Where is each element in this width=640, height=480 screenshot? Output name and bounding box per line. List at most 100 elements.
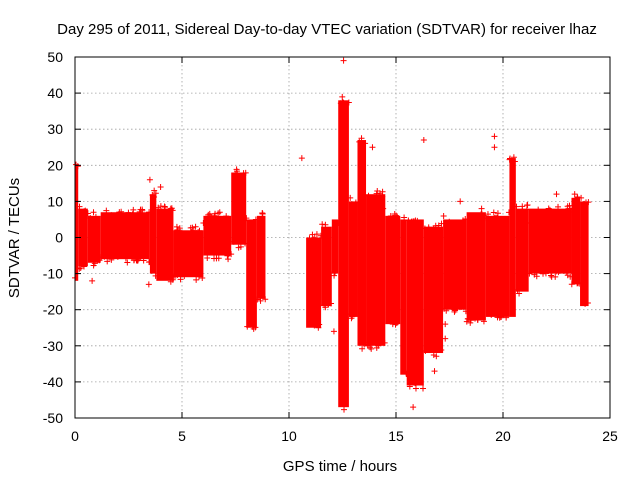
data-point [330, 328, 337, 335]
data-point [506, 156, 513, 163]
data-point [348, 310, 355, 317]
data-point [443, 307, 450, 314]
data-band [78, 208, 88, 267]
chart-title: Day 295 of 2011, Sidereal Day-to-day VTE… [57, 21, 597, 38]
data-point [192, 223, 199, 230]
data-point [491, 144, 498, 151]
data-point [546, 206, 553, 213]
data-point [359, 345, 366, 352]
data-point [533, 273, 540, 280]
data-point [177, 276, 184, 283]
data-point [362, 140, 369, 147]
data-point [104, 258, 111, 265]
data-point [387, 212, 394, 219]
data-point [564, 272, 571, 279]
data-point [157, 183, 164, 190]
data-point [90, 262, 97, 269]
y-tick-label: -10 [43, 266, 63, 282]
data-point [311, 234, 318, 241]
data-band [231, 172, 247, 245]
data-point [484, 211, 491, 218]
data-point [571, 191, 578, 198]
data-point [345, 99, 352, 106]
data-point [235, 244, 242, 251]
data-point [429, 227, 436, 234]
data-point [438, 346, 445, 353]
data-point [90, 209, 97, 216]
x-axis-label: GPS time / hours [283, 458, 397, 475]
data-point [519, 207, 526, 214]
data-point [230, 238, 237, 245]
data-point [232, 171, 239, 178]
data-point [129, 211, 136, 218]
data-point [244, 323, 251, 330]
data-point [155, 204, 162, 211]
data-point [347, 194, 354, 201]
data-point [211, 255, 218, 262]
data-point [199, 274, 206, 281]
data-point [89, 277, 96, 284]
data-point [510, 154, 517, 161]
data-point [360, 339, 367, 346]
data-point [254, 296, 261, 303]
data-point [187, 224, 194, 231]
data-band [571, 197, 581, 285]
data-point [204, 255, 211, 262]
data-point [322, 304, 329, 311]
data-point [379, 193, 386, 200]
data-point [431, 368, 438, 375]
data-band [443, 219, 467, 310]
data-point [401, 214, 408, 221]
data-point [116, 209, 123, 216]
data-point [415, 379, 422, 386]
data-point [130, 257, 137, 264]
data-point [195, 273, 202, 280]
data-point [516, 290, 523, 297]
data-point [463, 318, 470, 325]
data-point [394, 214, 401, 221]
data-point [108, 256, 115, 263]
data-point [140, 257, 147, 264]
data-point [298, 155, 305, 162]
data-point [420, 385, 427, 392]
data-point [585, 199, 592, 206]
data-point [503, 314, 510, 321]
data-point [257, 297, 264, 304]
data-point [322, 221, 329, 228]
data-point [494, 210, 501, 217]
data-point [446, 218, 453, 225]
y-tick-label: 0 [55, 230, 63, 246]
data-point [331, 269, 338, 276]
x-tick-label: 20 [495, 428, 511, 444]
x-tick-label: 15 [388, 428, 404, 444]
data-point [542, 270, 549, 277]
data-point [356, 138, 363, 145]
data-point [101, 253, 108, 260]
data-band [87, 215, 101, 263]
data-point [450, 219, 457, 226]
data-point [325, 301, 332, 308]
data-point [76, 203, 83, 210]
data-point [313, 321, 320, 328]
data-point [80, 263, 87, 270]
y-tick-label: 40 [47, 85, 63, 101]
data-point [478, 210, 485, 217]
data-point [319, 221, 326, 228]
data-point [328, 300, 335, 307]
y-axis-label: SDTVAR / TECUs [6, 178, 23, 298]
data-point [501, 216, 508, 223]
data-band [156, 208, 174, 281]
data-point [315, 324, 322, 331]
data-point [341, 406, 348, 413]
data-point [365, 192, 372, 199]
data-point [233, 166, 240, 173]
data-point [74, 163, 81, 170]
y-tick-label: -40 [43, 374, 63, 390]
data-point [381, 339, 388, 346]
data-band [366, 194, 386, 346]
data-point [543, 208, 550, 215]
data-band [348, 201, 358, 317]
data-band [400, 219, 407, 375]
data-point [216, 209, 223, 216]
